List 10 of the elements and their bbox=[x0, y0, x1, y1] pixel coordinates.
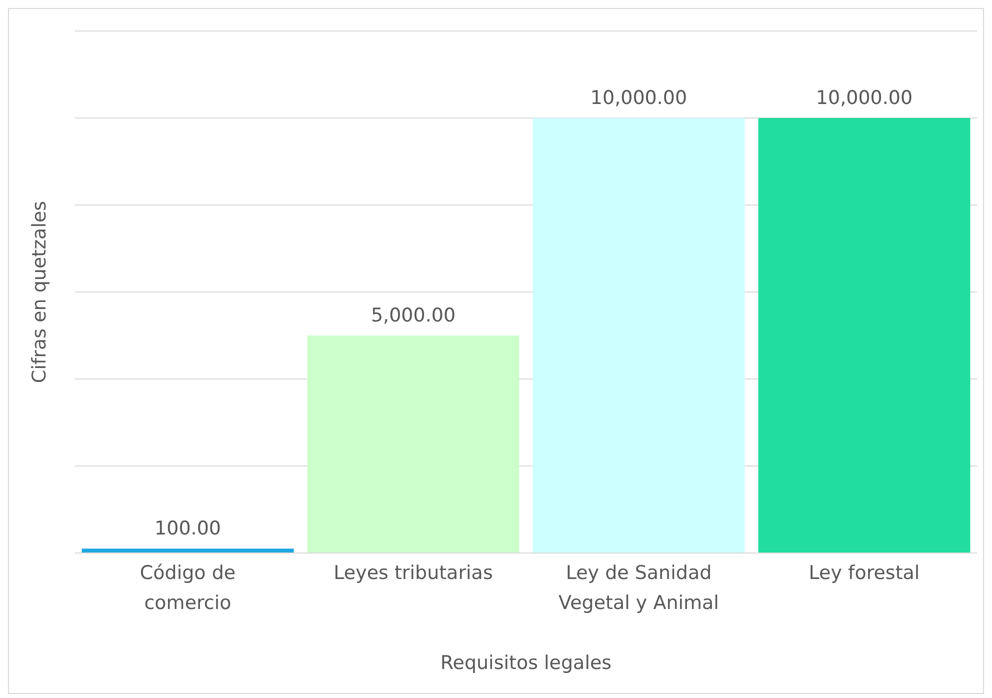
data-label: 5,000.00 bbox=[370, 304, 456, 326]
data-label: 10,000.00 bbox=[590, 87, 688, 109]
x-tick-label: Ley forestal bbox=[808, 562, 920, 584]
x-tick-label: Código de comercio bbox=[140, 562, 236, 614]
y-axis-title: Cifras en quetzales bbox=[28, 200, 51, 384]
x-tick-label: Leyes tributarias bbox=[334, 562, 493, 584]
x-tick-label: Ley de Sanidad Vegetal y Animal bbox=[558, 562, 719, 614]
data-label: 10,000.00 bbox=[816, 87, 913, 109]
data-label: 100.00 bbox=[154, 518, 222, 540]
x-axis-title: Requisitos legales bbox=[440, 652, 612, 674]
